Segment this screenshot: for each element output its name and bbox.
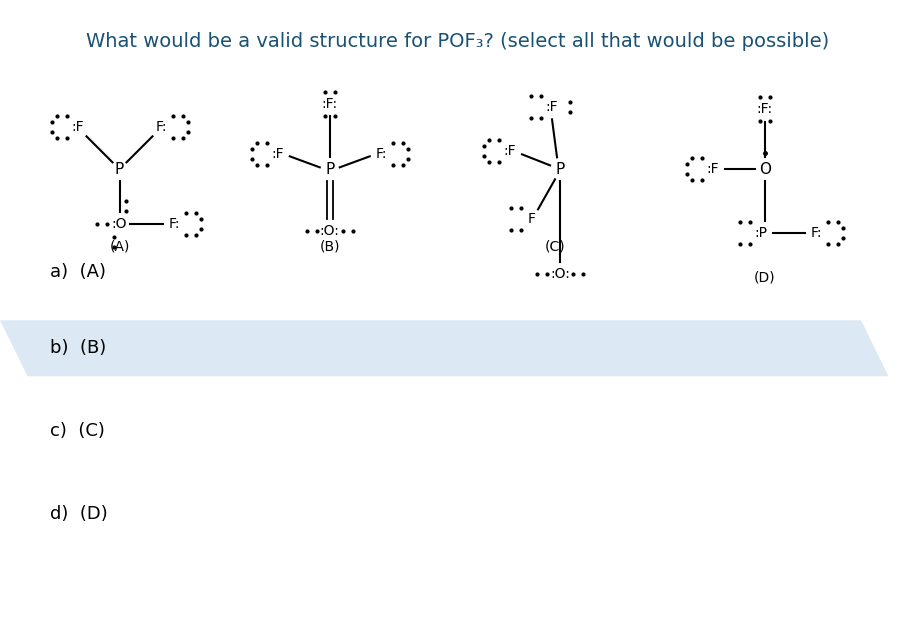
Text: (B): (B) xyxy=(320,239,340,253)
Text: F:: F: xyxy=(156,120,168,134)
Polygon shape xyxy=(0,320,889,376)
Text: F: F xyxy=(528,212,536,226)
Text: (A): (A) xyxy=(109,239,130,253)
Text: F:: F: xyxy=(376,148,387,161)
Text: :F:: :F: xyxy=(757,102,773,116)
Text: (C): (C) xyxy=(545,239,565,253)
Text: :F:: :F: xyxy=(322,97,338,111)
Text: F:: F: xyxy=(811,226,823,240)
Text: :O:: :O: xyxy=(320,224,340,238)
Text: d)  (D): d) (D) xyxy=(50,505,108,523)
Text: :P: :P xyxy=(755,226,768,240)
Text: :F: :F xyxy=(706,162,719,176)
Text: :O:: :O: xyxy=(551,267,570,281)
Text: P: P xyxy=(114,162,125,177)
Text: (D): (D) xyxy=(754,271,776,285)
Text: What would be a valid structure for POF₃? (select all that would be possible): What would be a valid structure for POF₃… xyxy=(86,32,830,51)
Text: F:: F: xyxy=(169,217,180,231)
Text: :F: :F xyxy=(546,100,559,114)
Text: c)  (C): c) (C) xyxy=(50,422,105,440)
Text: O: O xyxy=(758,162,771,177)
Text: :F: :F xyxy=(71,120,83,134)
Text: a)  (A): a) (A) xyxy=(50,263,106,281)
Text: :F: :F xyxy=(504,144,517,158)
Text: :O: :O xyxy=(112,217,127,231)
Text: :F: :F xyxy=(271,148,284,161)
Text: P: P xyxy=(325,162,334,177)
Text: b)  (B): b) (B) xyxy=(50,339,106,357)
Text: P: P xyxy=(555,162,564,177)
